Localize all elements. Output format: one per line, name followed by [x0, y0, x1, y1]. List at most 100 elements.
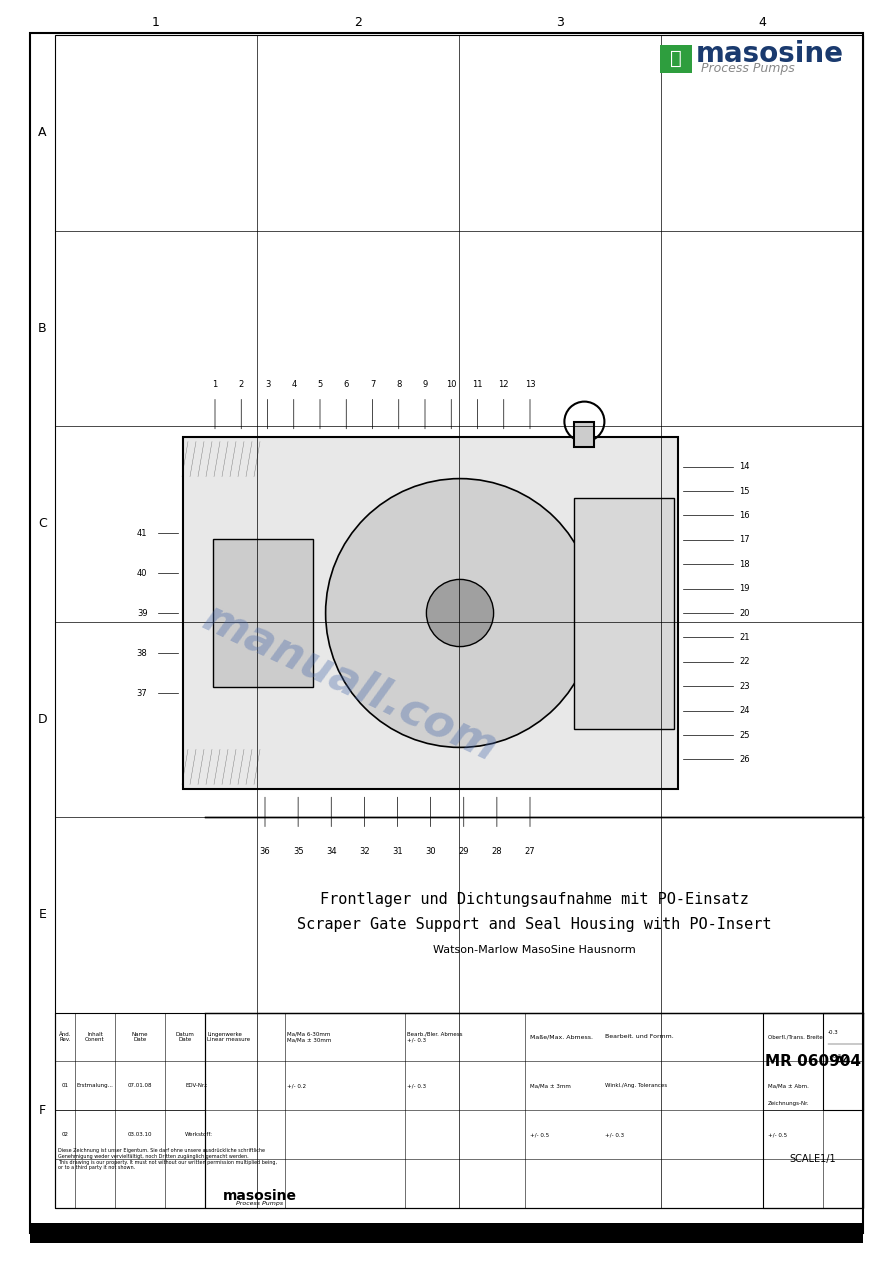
Text: 3: 3 — [265, 380, 271, 389]
Bar — [55, 1110, 205, 1207]
Text: 13: 13 — [525, 380, 535, 389]
Text: 23: 23 — [739, 682, 750, 691]
Text: SCALE1/1: SCALE1/1 — [789, 1154, 837, 1164]
Text: 37: 37 — [137, 688, 147, 697]
Text: masosine: masosine — [697, 40, 844, 68]
Text: D: D — [38, 712, 47, 726]
Text: +0.5: +0.5 — [828, 1055, 841, 1058]
Text: Oberfl./Trans. Breite: Oberfl./Trans. Breite — [768, 1034, 822, 1039]
Text: Inhalt
Conent: Inhalt Conent — [85, 1032, 104, 1042]
Text: 3: 3 — [556, 15, 564, 29]
Text: 16: 16 — [739, 512, 750, 520]
Text: 26: 26 — [739, 755, 750, 764]
Text: 15: 15 — [739, 486, 750, 495]
Text: 07.01.08: 07.01.08 — [128, 1084, 152, 1089]
Text: 29: 29 — [458, 847, 469, 856]
Text: +/- 0.3: +/- 0.3 — [407, 1084, 426, 1089]
Text: 34: 34 — [326, 847, 337, 856]
Text: 40: 40 — [137, 568, 147, 577]
Bar — [823, 1013, 863, 1110]
Text: 4: 4 — [291, 380, 296, 389]
Bar — [763, 1013, 863, 1207]
Text: 1: 1 — [213, 380, 218, 389]
Bar — [574, 498, 674, 729]
Text: 4: 4 — [758, 15, 766, 29]
Text: Ma/Ma 6-30mm
Ma/Ma ± 30mm: Ma/Ma 6-30mm Ma/Ma ± 30mm — [287, 1032, 331, 1042]
Text: B: B — [38, 322, 46, 335]
Text: Zeichnungs-Nr.: Zeichnungs-Nr. — [768, 1101, 810, 1106]
Text: -0.3: -0.3 — [828, 1029, 839, 1034]
Text: Scraper Gate Support and Seal Housing with PO-Insert: Scraper Gate Support and Seal Housing wi… — [296, 917, 772, 932]
Circle shape — [326, 479, 595, 748]
Text: Winkl./Ang. Tolerances: Winkl./Ang. Tolerances — [605, 1084, 667, 1089]
Text: 39: 39 — [137, 609, 147, 618]
Text: 31: 31 — [392, 847, 403, 856]
Text: 28: 28 — [491, 847, 502, 856]
Bar — [30, 1223, 863, 1243]
Text: 9: 9 — [422, 380, 428, 389]
Text: Lingenwerke
Linear measure: Lingenwerke Linear measure — [207, 1032, 250, 1042]
Text: 38: 38 — [137, 648, 147, 658]
Text: MR 060904: MR 060904 — [765, 1053, 861, 1068]
Text: 1: 1 — [152, 15, 160, 29]
Text: C: C — [38, 518, 46, 530]
Text: Erstmalung...: Erstmalung... — [77, 1084, 113, 1089]
Text: Maße/Max. Abmess.: Maße/Max. Abmess. — [530, 1034, 593, 1039]
Text: 30: 30 — [425, 847, 436, 856]
Text: +/- 0.3: +/- 0.3 — [605, 1132, 624, 1137]
Text: 11: 11 — [472, 380, 483, 389]
Text: 6: 6 — [344, 380, 349, 389]
Text: 36: 36 — [260, 847, 271, 856]
Text: Frontlager und Dichtungsaufnahme mit PO-Einsatz: Frontlager und Dichtungsaufnahme mit PO-… — [320, 892, 748, 907]
Text: Werkstoff:: Werkstoff: — [185, 1132, 213, 1137]
Text: 32: 32 — [359, 847, 370, 856]
Text: 03.03.10: 03.03.10 — [128, 1132, 152, 1137]
Text: 20: 20 — [739, 609, 750, 618]
Text: 10: 10 — [446, 380, 456, 389]
Text: 14: 14 — [739, 462, 750, 471]
Bar — [182, 437, 678, 789]
Text: +/- 0.5: +/- 0.5 — [530, 1132, 549, 1137]
Text: 35: 35 — [293, 847, 304, 856]
Text: Ma/Ma ± Abm.: Ma/Ma ± Abm. — [768, 1084, 809, 1089]
Bar — [660, 44, 692, 73]
Circle shape — [426, 580, 494, 647]
Text: Process Pumps: Process Pumps — [701, 62, 795, 75]
Text: Process Pumps: Process Pumps — [237, 1201, 284, 1206]
Text: 22: 22 — [739, 657, 750, 667]
Text: 01: 01 — [62, 1084, 69, 1089]
Text: 17: 17 — [739, 536, 750, 544]
Text: EDV-Nr.:: EDV-Nr.: — [185, 1084, 207, 1089]
Text: 8: 8 — [396, 380, 402, 389]
Text: Bearb./Bler. Abmess
+/- 0.3: Bearb./Bler. Abmess +/- 0.3 — [407, 1032, 463, 1042]
Text: Bearbeit. und Formm.: Bearbeit. und Formm. — [605, 1034, 673, 1039]
Text: masosine: masosine — [223, 1188, 297, 1202]
Text: 02: 02 — [62, 1132, 69, 1137]
Text: 21: 21 — [739, 633, 750, 642]
Text: manuall.com: manuall.com — [196, 596, 505, 770]
Text: Änd.
Rev.: Änd. Rev. — [59, 1032, 71, 1042]
Text: A: A — [38, 126, 46, 139]
Text: Watson-Marlow MasoSine Hausnorm: Watson-Marlow MasoSine Hausnorm — [432, 945, 636, 955]
Text: 2: 2 — [238, 380, 244, 389]
Text: 25: 25 — [739, 730, 750, 740]
Text: Name
Date: Name Date — [132, 1032, 148, 1042]
Text: F: F — [39, 1104, 46, 1116]
Text: E: E — [38, 908, 46, 921]
Text: A4: A4 — [835, 1056, 851, 1066]
Bar — [55, 1013, 205, 1207]
Text: Ma/Ma ± 3mm: Ma/Ma ± 3mm — [530, 1084, 571, 1089]
Text: Datum
Date: Datum Date — [176, 1032, 195, 1042]
Bar — [205, 1013, 863, 1207]
Bar — [574, 422, 595, 447]
Text: 27: 27 — [525, 847, 535, 856]
Text: Diese Zeichnung ist unser Eigentum. Sie darf ohne unsere ausdrückliche schriftli: Diese Zeichnung ist unser Eigentum. Sie … — [58, 1148, 277, 1171]
Text: 24: 24 — [739, 706, 750, 715]
Text: 19: 19 — [739, 584, 750, 594]
Text: +/- 0.2: +/- 0.2 — [287, 1084, 306, 1089]
Text: 41: 41 — [137, 528, 147, 538]
Text: 12: 12 — [498, 380, 509, 389]
Text: 5: 5 — [317, 380, 322, 389]
Text: 7: 7 — [370, 380, 375, 389]
Text: 2: 2 — [354, 15, 362, 29]
